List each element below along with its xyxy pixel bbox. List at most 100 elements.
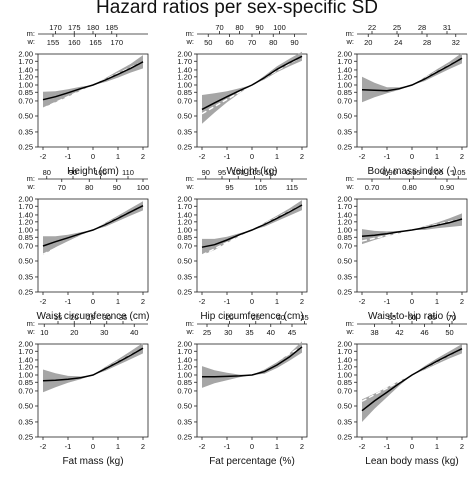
y-tick-label: 1.00 — [177, 226, 192, 235]
x-tick-label: -2 — [199, 152, 206, 161]
w-tick-label: 0.90 — [440, 183, 455, 192]
m-tick-label: 175 — [68, 23, 81, 32]
x-axis-label: Waist circumference (cm) — [37, 311, 150, 322]
y-tick-label: 0.50 — [177, 402, 192, 411]
y-tick-label: 1.20 — [177, 217, 192, 226]
y-tick-label: 1.00 — [337, 226, 352, 235]
m-tick-label: 30 — [277, 313, 285, 322]
w-tick-label: 40 — [130, 328, 138, 337]
x-tick-label: -1 — [224, 442, 231, 451]
m-tick-label: 28 — [418, 23, 426, 32]
w-tick-label: 32 — [452, 38, 460, 47]
y-tick-label: 1.40 — [177, 355, 192, 364]
w-tick-label: 20 — [70, 328, 78, 337]
w-tick-label: 90 — [290, 38, 298, 47]
w-scale-label: w: — [27, 327, 36, 336]
y-tick-label: 0.35 — [18, 127, 33, 136]
y-tick-label: 1.40 — [18, 65, 33, 74]
y-tick-label: 1.70 — [18, 57, 33, 66]
y-tick-label: 2.00 — [177, 50, 192, 59]
confidence-band — [362, 52, 462, 103]
y-tick-label: 0.50 — [18, 257, 33, 266]
m-tick-label: 1.05 — [451, 168, 466, 177]
m-tick-label: 110 — [122, 168, 134, 177]
x-tick-label: 2 — [141, 152, 145, 161]
w-tick-label: 24 — [394, 38, 402, 47]
m-tick-label: 30 — [103, 313, 111, 322]
x-tick-label: -2 — [359, 152, 366, 161]
y-tick-label: 1.00 — [337, 371, 352, 380]
y-tick-label: 0.85 — [337, 233, 352, 242]
chart-title: Hazard ratios per sex-specific SD — [96, 0, 378, 18]
y-tick-label: 2.00 — [18, 50, 33, 59]
m-tick-label: 95 — [218, 168, 226, 177]
y-tick-label: 1.70 — [18, 347, 33, 356]
y-tick-label: 0.25 — [18, 433, 33, 442]
y-tick-label: 0.35 — [337, 272, 352, 281]
y-tick-label: 0.70 — [18, 241, 33, 250]
y-tick-label: 0.25 — [18, 288, 33, 297]
y-tick-label: 0.70 — [18, 386, 33, 395]
m-tick-label: 20 — [70, 313, 78, 322]
y-tick-label: 1.70 — [337, 347, 352, 356]
m-scale-label: m: — [186, 174, 194, 183]
y-tick-label: 1.70 — [177, 347, 192, 356]
w-tick-label: 10 — [40, 328, 48, 337]
m-tick-label: 35 — [300, 313, 308, 322]
panel-8: m:20 25 30 35w: 25 30 35 40 452.001.701.401.201.… — [177, 313, 308, 467]
x-axis-label: Fat percentage (%) — [209, 456, 295, 467]
w-tick-label: 90 — [113, 183, 121, 192]
y-tick-label: 0.35 — [177, 127, 192, 136]
hazard-ratio-line — [42, 205, 144, 247]
y-tick-label: 2.00 — [177, 195, 192, 204]
x-tick-label: -1 — [384, 297, 391, 306]
y-tick-label: 2.00 — [18, 340, 33, 349]
m-tick-label: 55 — [388, 313, 396, 322]
m-tick-label: 185 — [105, 23, 118, 32]
y-tick-label: 0.35 — [337, 417, 352, 426]
m-tick-label: 22 — [368, 23, 376, 32]
m-tick-label: 1.00 — [428, 168, 443, 177]
m-tick-label: 170 — [49, 23, 62, 32]
x-tick-label: -1 — [384, 442, 391, 451]
m-tick-label: 100 — [273, 23, 286, 32]
y-tick-label: 1.00 — [18, 371, 33, 380]
w-tick-label: 30 — [100, 328, 108, 337]
w-scale-label: w: — [186, 37, 195, 46]
x-axis-label: Lean body mass (kg) — [365, 456, 458, 467]
confidence-band — [202, 341, 302, 388]
w-tick-label: 50 — [204, 38, 212, 47]
y-tick-label: 0.35 — [18, 272, 33, 281]
y-tick-label: 0.70 — [177, 241, 192, 250]
y-tick-label: 0.70 — [337, 241, 352, 250]
y-tick-label: 0.50 — [177, 257, 192, 266]
m-tick-label: 90 — [202, 168, 210, 177]
y-tick-label: 1.70 — [337, 57, 352, 66]
hazard-ratio-line — [361, 348, 463, 412]
y-tick-label: 1.20 — [18, 217, 33, 226]
y-tick-label: 1.70 — [337, 202, 352, 211]
w-scale-label: w: — [346, 37, 355, 46]
m-tick-label: 90 — [255, 23, 263, 32]
y-tick-label: 0.85 — [18, 88, 33, 97]
m-tick-label: 70 — [448, 313, 456, 322]
y-tick-label: 0.85 — [18, 378, 33, 387]
panel-9: m: 55 60 65 70 w: 38 42 46 50 2.001.701.401.201.00… — [337, 313, 468, 467]
m-tick-label: 35 — [119, 313, 127, 322]
w-tick-label: 100 — [137, 183, 150, 192]
m-tick-label: 105 — [248, 168, 261, 177]
y-tick-label: 2.00 — [337, 50, 352, 59]
w-tick-label: 20 — [364, 38, 372, 47]
w-tick-label: 80 — [85, 183, 93, 192]
x-tick-label: 0 — [91, 297, 95, 306]
y-tick-label: 2.00 — [337, 195, 352, 204]
w-tick-label: 95 — [225, 183, 233, 192]
x-tick-label: 0 — [250, 297, 254, 306]
x-tick-label: 2 — [300, 297, 304, 306]
y-tick-label: 1.20 — [177, 72, 192, 81]
w-tick-label: 170 — [110, 38, 123, 47]
w-tick-label: 46 — [420, 328, 428, 337]
confidence-band — [202, 200, 302, 256]
m-scale-label: m: — [27, 174, 35, 183]
